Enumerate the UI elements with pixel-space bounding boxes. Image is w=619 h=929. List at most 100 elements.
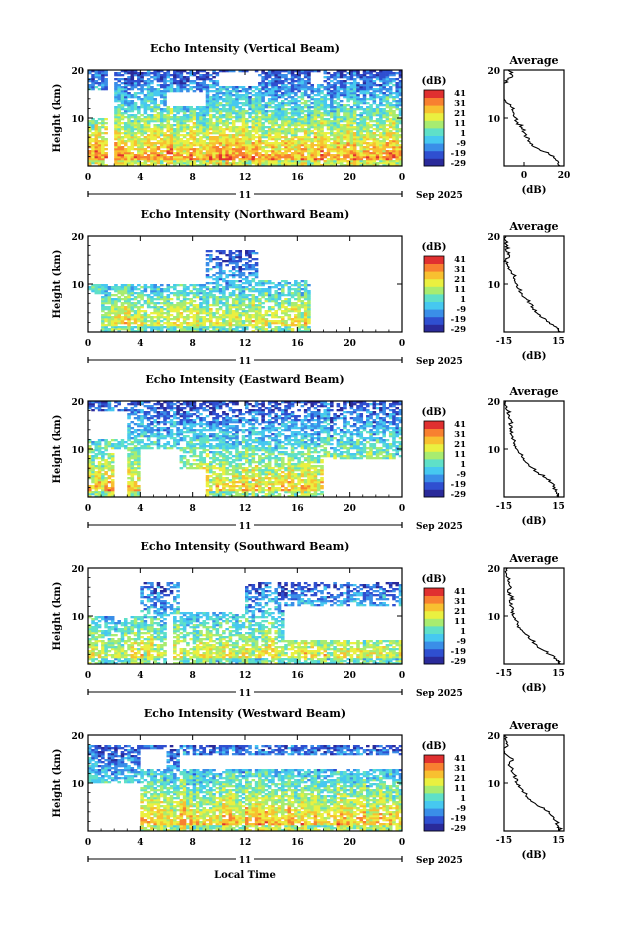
heatmap-cell: [300, 92, 305, 95]
heatmap-cell: [117, 328, 122, 331]
heatmap-cell: [392, 140, 396, 143]
heatmap-cell: [150, 286, 154, 289]
heatmap-cell: [199, 318, 203, 321]
heatmap-cell: [215, 150, 220, 153]
heatmap-cell: [267, 110, 272, 113]
heatmap-cell: [218, 316, 223, 319]
heatmap-cell: [228, 140, 233, 143]
heatmap-cell: [356, 106, 360, 109]
heatmap-cell: [215, 310, 220, 313]
heatmap-cell: [294, 124, 298, 127]
heatmap-cell: [271, 150, 275, 153]
heatmap-cell: [388, 86, 393, 89]
heatmap-cell: [189, 160, 193, 163]
heatmap-cell: [195, 150, 200, 153]
heatmap-cell: [267, 90, 272, 93]
heatmap-cell: [130, 304, 135, 307]
heatmap-cell: [146, 70, 151, 73]
heatmap-cell: [199, 138, 203, 141]
heatmap-cell: [294, 100, 298, 103]
heatmap-cell: [359, 90, 364, 93]
heatmap-cell: [140, 316, 144, 319]
heatmap-cell: [323, 76, 328, 79]
heatmap-cell: [218, 160, 223, 163]
heatmap-cell: [150, 102, 154, 105]
heatmap-cell: [241, 114, 246, 117]
heatmap-cell: [274, 304, 279, 307]
heatmap-cell: [104, 156, 108, 159]
heatmap-cell: [173, 140, 177, 143]
heatmap-cell: [280, 130, 285, 133]
heatmap-cell: [186, 156, 190, 159]
heatmap-cell: [310, 118, 314, 121]
heatmap-cell: [300, 158, 305, 161]
heatmap-cell: [382, 142, 386, 145]
heatmap-cell: [303, 142, 308, 145]
heatmap-cell: [352, 132, 357, 135]
heatmap-cell: [195, 112, 200, 115]
heatmap-cell: [123, 296, 128, 299]
heatmap-cell: [323, 160, 328, 163]
heatmap-cell: [159, 92, 164, 95]
heatmap-cell: [127, 162, 131, 165]
heatmap-cell: [235, 322, 239, 325]
heatmap-cell: [300, 154, 305, 157]
heatmap-cell: [209, 318, 213, 321]
heatmap-cell: [114, 90, 118, 93]
heatmap-cell: [326, 94, 331, 97]
heatmap-cell: [313, 98, 318, 101]
heatmap-cell: [176, 134, 180, 137]
heatmap-cell: [251, 106, 256, 109]
heatmap-cell: [215, 158, 220, 161]
heatmap-cell: [271, 106, 275, 109]
heatmap-cell: [189, 310, 193, 313]
heatmap-cell: [176, 112, 180, 115]
heatmap-cell: [294, 128, 298, 131]
heatmap-cell: [277, 128, 282, 131]
heatmap-cell: [352, 140, 357, 143]
heatmap-cell: [395, 136, 400, 139]
heatmap-cell: [320, 114, 324, 117]
heatmap-cell: [235, 152, 239, 155]
heatmap-cell: [231, 156, 236, 159]
heatmap-cell: [166, 120, 171, 123]
heatmap-cell: [235, 88, 239, 91]
heatmap-cell: [123, 148, 128, 151]
heatmap-cell: [218, 98, 223, 101]
heatmap-cell: [300, 118, 305, 121]
heatmap-cell: [267, 308, 272, 311]
heatmap-cell: [366, 124, 370, 127]
heatmap-cell: [120, 142, 125, 145]
heatmap-cell: [192, 308, 197, 311]
heatmap-cell: [235, 156, 239, 159]
heatmap-cell: [133, 136, 138, 139]
heatmap-cell: [339, 116, 344, 119]
heatmap-cell: [274, 154, 279, 157]
heatmap-cell: [330, 104, 334, 107]
heatmap-cell: [300, 130, 305, 133]
heatmap-cell: [88, 128, 92, 131]
heatmap-cell: [261, 118, 265, 121]
heatmap-cell: [146, 114, 151, 117]
heatmap-cell: [349, 108, 354, 111]
heatmap-cell: [254, 262, 259, 265]
heatmap-cell: [346, 130, 350, 133]
heatmap-cell: [398, 164, 403, 167]
heatmap-cell: [303, 76, 308, 79]
heatmap-cell: [133, 302, 138, 305]
heatmap-cell: [215, 300, 220, 303]
heatmap-cell: [202, 326, 207, 329]
heatmap-cell: [137, 132, 141, 135]
heatmap-cell: [114, 138, 118, 141]
heatmap-cell: [280, 330, 285, 333]
heatmap-cell: [205, 148, 210, 151]
heatmap-cell: [150, 116, 154, 119]
heatmap-cell: [130, 298, 135, 301]
heatmap-cell: [382, 110, 386, 113]
heatmap-cell: [91, 118, 95, 121]
heatmap-cell: [254, 94, 259, 97]
heatmap-cell: [91, 120, 95, 123]
heatmap-cell: [372, 156, 377, 159]
heatmap-cell: [166, 86, 171, 89]
heatmap-cell: [248, 144, 252, 147]
